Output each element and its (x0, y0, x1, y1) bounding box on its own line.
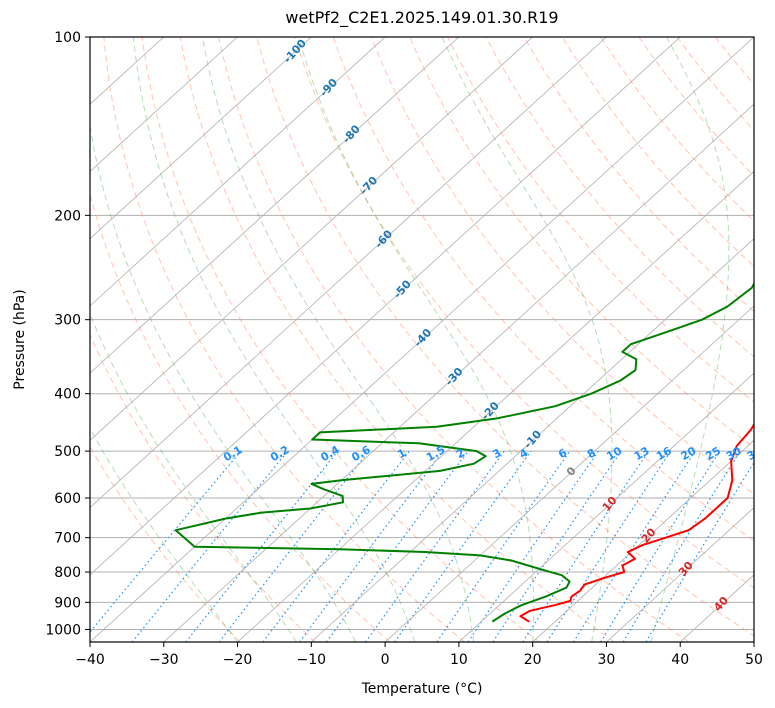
x-axis-title: Temperature (°C) (361, 681, 483, 697)
isotherm-line (458, 372, 754, 642)
dry-adiabat-line (90, 445, 241, 642)
skewed-isotherms (90, 37, 754, 642)
x-tick-label: 0 (381, 652, 390, 668)
mixing-ratio-line (546, 450, 672, 642)
dry-adiabat-line (485, 37, 754, 358)
y-tick-label: 100 (54, 30, 81, 46)
moist-adiabat-line (90, 427, 238, 642)
y-axis-title: Pressure (hPa) (12, 289, 28, 389)
mixing-ratio-lines (90, 450, 754, 642)
x-tick-label: 50 (745, 652, 763, 668)
dry-adiabat-line (370, 37, 754, 495)
dry-adiabat-line (256, 37, 754, 637)
dry-adiabat-line (141, 37, 540, 642)
plot-frame (89, 36, 755, 643)
x-tick-label: 40 (671, 652, 689, 668)
x-tick-label: −10 (297, 652, 327, 668)
moist-adiabat-line (650, 37, 730, 642)
x-tick-label: 20 (524, 652, 542, 668)
isotherm-line (753, 641, 754, 642)
mixing-ratio-line (325, 450, 469, 642)
y-tick-label: 900 (54, 595, 81, 611)
dry-adiabat-line (179, 37, 615, 642)
mixing-ratio-line (436, 450, 571, 642)
dry-adiabats (90, 37, 754, 642)
isotherm-line (532, 439, 754, 642)
isotherm-line (90, 37, 681, 576)
background-grid (90, 37, 754, 630)
isotherm-line (163, 103, 754, 642)
moist-adiabat-line (90, 312, 298, 642)
y-tick-label: 500 (54, 444, 81, 460)
isotherm-line (90, 37, 386, 307)
isotherm-line (606, 507, 754, 642)
dry-adiabat-line (103, 37, 465, 642)
isotherm-line (90, 37, 312, 240)
x-tick-label: 10 (450, 652, 468, 668)
chart-title: wetPf2_C2E1.2025.149.01.30.R19 (285, 8, 559, 27)
dry-adiabat-line (447, 37, 754, 403)
isotherm-line (237, 170, 754, 642)
isotherm-line (90, 37, 533, 441)
mixing-ratio-label: 36 (745, 444, 765, 463)
dry-adiabat-line (409, 37, 754, 449)
mixing-ratio-line (645, 461, 754, 642)
isotherm-line (90, 37, 607, 509)
y-tick-label: 800 (54, 565, 81, 581)
dry-adiabat-line (600, 37, 754, 222)
dry-adiabat-line (753, 37, 754, 39)
x-tick-label: −20 (223, 652, 253, 668)
y-tick-label: 700 (54, 531, 81, 547)
temperature-profile-line (519, 422, 754, 623)
dry-adiabat-line (561, 37, 754, 267)
isotherm-line (90, 37, 238, 172)
moist-adiabat-line (201, 37, 475, 642)
x-tick-label: −30 (149, 652, 179, 668)
mixing-ratio-line (299, 450, 444, 642)
mixing-ratio-line (572, 450, 696, 642)
y-tick-label: 300 (54, 313, 81, 329)
moist-adiabat-line (441, 37, 613, 642)
y-tick-label: 600 (54, 491, 81, 507)
dry-adiabat-line (90, 192, 391, 642)
x-tick-label: 30 (598, 652, 616, 668)
mixing-ratio-line (522, 450, 650, 642)
dry-adiabat-line (294, 37, 754, 589)
mixing-ratio-line (600, 450, 721, 642)
y-tick-label: 200 (54, 208, 81, 224)
sounding-profiles (174, 281, 754, 623)
isotherm-line (384, 305, 754, 642)
y-tick-label: 1000 (45, 622, 81, 638)
dry-adiabat-line (218, 37, 690, 642)
x-tick-label: −40 (75, 652, 105, 668)
isotherm-line (90, 37, 460, 374)
dewpoint-profile-line (174, 281, 754, 623)
axes: −40 −30 −20 −10 0 10 20 30 40 50 100 200 300 400 500 60… (12, 30, 763, 697)
isotherm-line (90, 37, 754, 642)
mixing-ratio-line (90, 450, 242, 633)
moist-adiabat-line (90, 123, 357, 642)
mixing-ratio-line (365, 450, 505, 642)
mixing-ratio-line (622, 450, 741, 642)
y-tick-label: 400 (54, 387, 81, 403)
